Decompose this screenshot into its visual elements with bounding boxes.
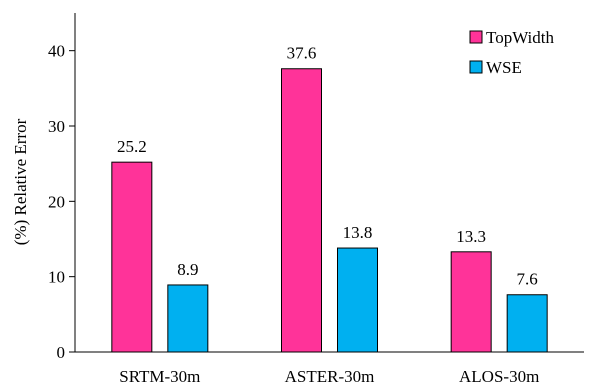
legend-label: WSE: [486, 58, 522, 77]
legend-swatch-wse: [469, 60, 483, 74]
y-axis-title: (%) Relative Error: [11, 118, 30, 245]
y-tick-label: 0: [57, 343, 66, 362]
legend-swatch-topwidth: [469, 30, 483, 44]
y-tick-label: 10: [48, 268, 65, 287]
y-tick-label: 20: [48, 192, 65, 211]
category-label: SRTM-30m: [119, 367, 200, 386]
category-label: ALOS-30m: [459, 367, 539, 386]
bar-topwidth-srtm-30m: [111, 161, 153, 353]
bars: [111, 68, 548, 353]
data-label: 13.3: [456, 227, 486, 246]
data-label: 13.8: [343, 223, 373, 242]
bar-wse-srtm-30m: [167, 284, 209, 353]
y-axis-ticks: 0 10 20 30 40: [48, 42, 75, 362]
data-label: 25.2: [117, 137, 147, 156]
data-label: 7.6: [517, 270, 538, 289]
data-label: 37.6: [287, 44, 317, 63]
data-labels: 25.2 8.9 37.6 13.8 13.3 7.6: [117, 44, 538, 289]
bar-topwidth-alos-30m: [450, 251, 492, 353]
legend: TopWidth WSE: [469, 28, 555, 77]
data-label: 8.9: [177, 260, 198, 279]
bar-wse-aster-30m: [337, 247, 378, 353]
bar-topwidth-aster-30m: [281, 68, 322, 353]
y-tick-label: 30: [48, 117, 65, 136]
legend-label: TopWidth: [486, 28, 555, 47]
y-tick-label: 40: [48, 42, 65, 61]
category-labels: SRTM-30m ASTER-30m ALOS-30m: [119, 367, 539, 386]
category-label: ASTER-30m: [285, 367, 375, 386]
bar-wse-alos-30m: [506, 294, 548, 353]
